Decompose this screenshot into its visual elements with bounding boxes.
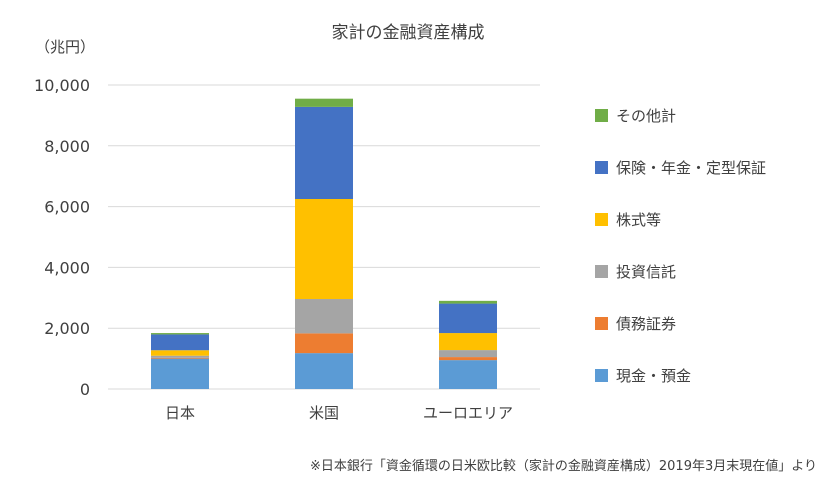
bar-segment [439,303,497,334]
bar-segment [439,333,497,351]
bar-segment [151,333,209,335]
y-axis-unit-label: （兆円） [35,38,95,56]
bar-segment [295,353,353,389]
legend-swatch [595,109,608,122]
legend-swatch [595,265,608,278]
bar-segment [439,360,497,389]
bar-segment [151,355,209,358]
bar-segment [295,333,353,354]
bar-segment [439,350,497,358]
bar-segment [295,98,353,107]
y-tick-label: 0 [80,380,90,399]
y-tick-label: 8,000 [44,137,90,156]
x-tick-label: ユーロエリア [423,404,513,422]
y-tick-label: 4,000 [44,258,90,277]
y-tick-label: 10,000 [34,76,90,95]
bar-segment [295,299,353,334]
x-tick-label: 米国 [309,404,339,422]
x-axis-ticks: 日本 米国 ユーロエリア [165,404,513,422]
chart-title: 家計の金融資産構成 [332,23,485,43]
bar-segment [439,300,497,304]
x-tick-label: 日本 [165,404,195,422]
bar-segment [151,334,209,351]
legend-swatch [595,369,608,382]
legend-swatch [595,161,608,174]
y-axis-ticks: 0 2,000 4,000 6,000 8,000 10,000 [34,76,90,399]
source-note: ※日本銀行「資金循環の日米欧比較（家計の金融資産構成）2019年3月末現在値」よ… [310,458,817,474]
bar-segment [151,357,209,359]
bars [151,98,497,389]
legend-swatch [595,317,608,330]
legend-label: 現金・預金 [616,367,691,385]
y-tick-label: 6,000 [44,198,90,217]
legend-label: 株式等 [616,211,661,229]
legend-label: 投資信託 [616,263,676,281]
bar-segment [151,350,209,356]
legend-label: その他計 [616,107,676,125]
legend-swatch [595,213,608,226]
bar-segment [439,357,497,361]
bar-segment [295,106,353,199]
legend-label: 保険・年金・定型保証 [616,159,766,177]
y-tick-label: 2,000 [44,319,90,338]
bar-segment [295,199,353,300]
bar-segment [151,358,209,389]
legend-label: 債務証券 [616,315,676,333]
